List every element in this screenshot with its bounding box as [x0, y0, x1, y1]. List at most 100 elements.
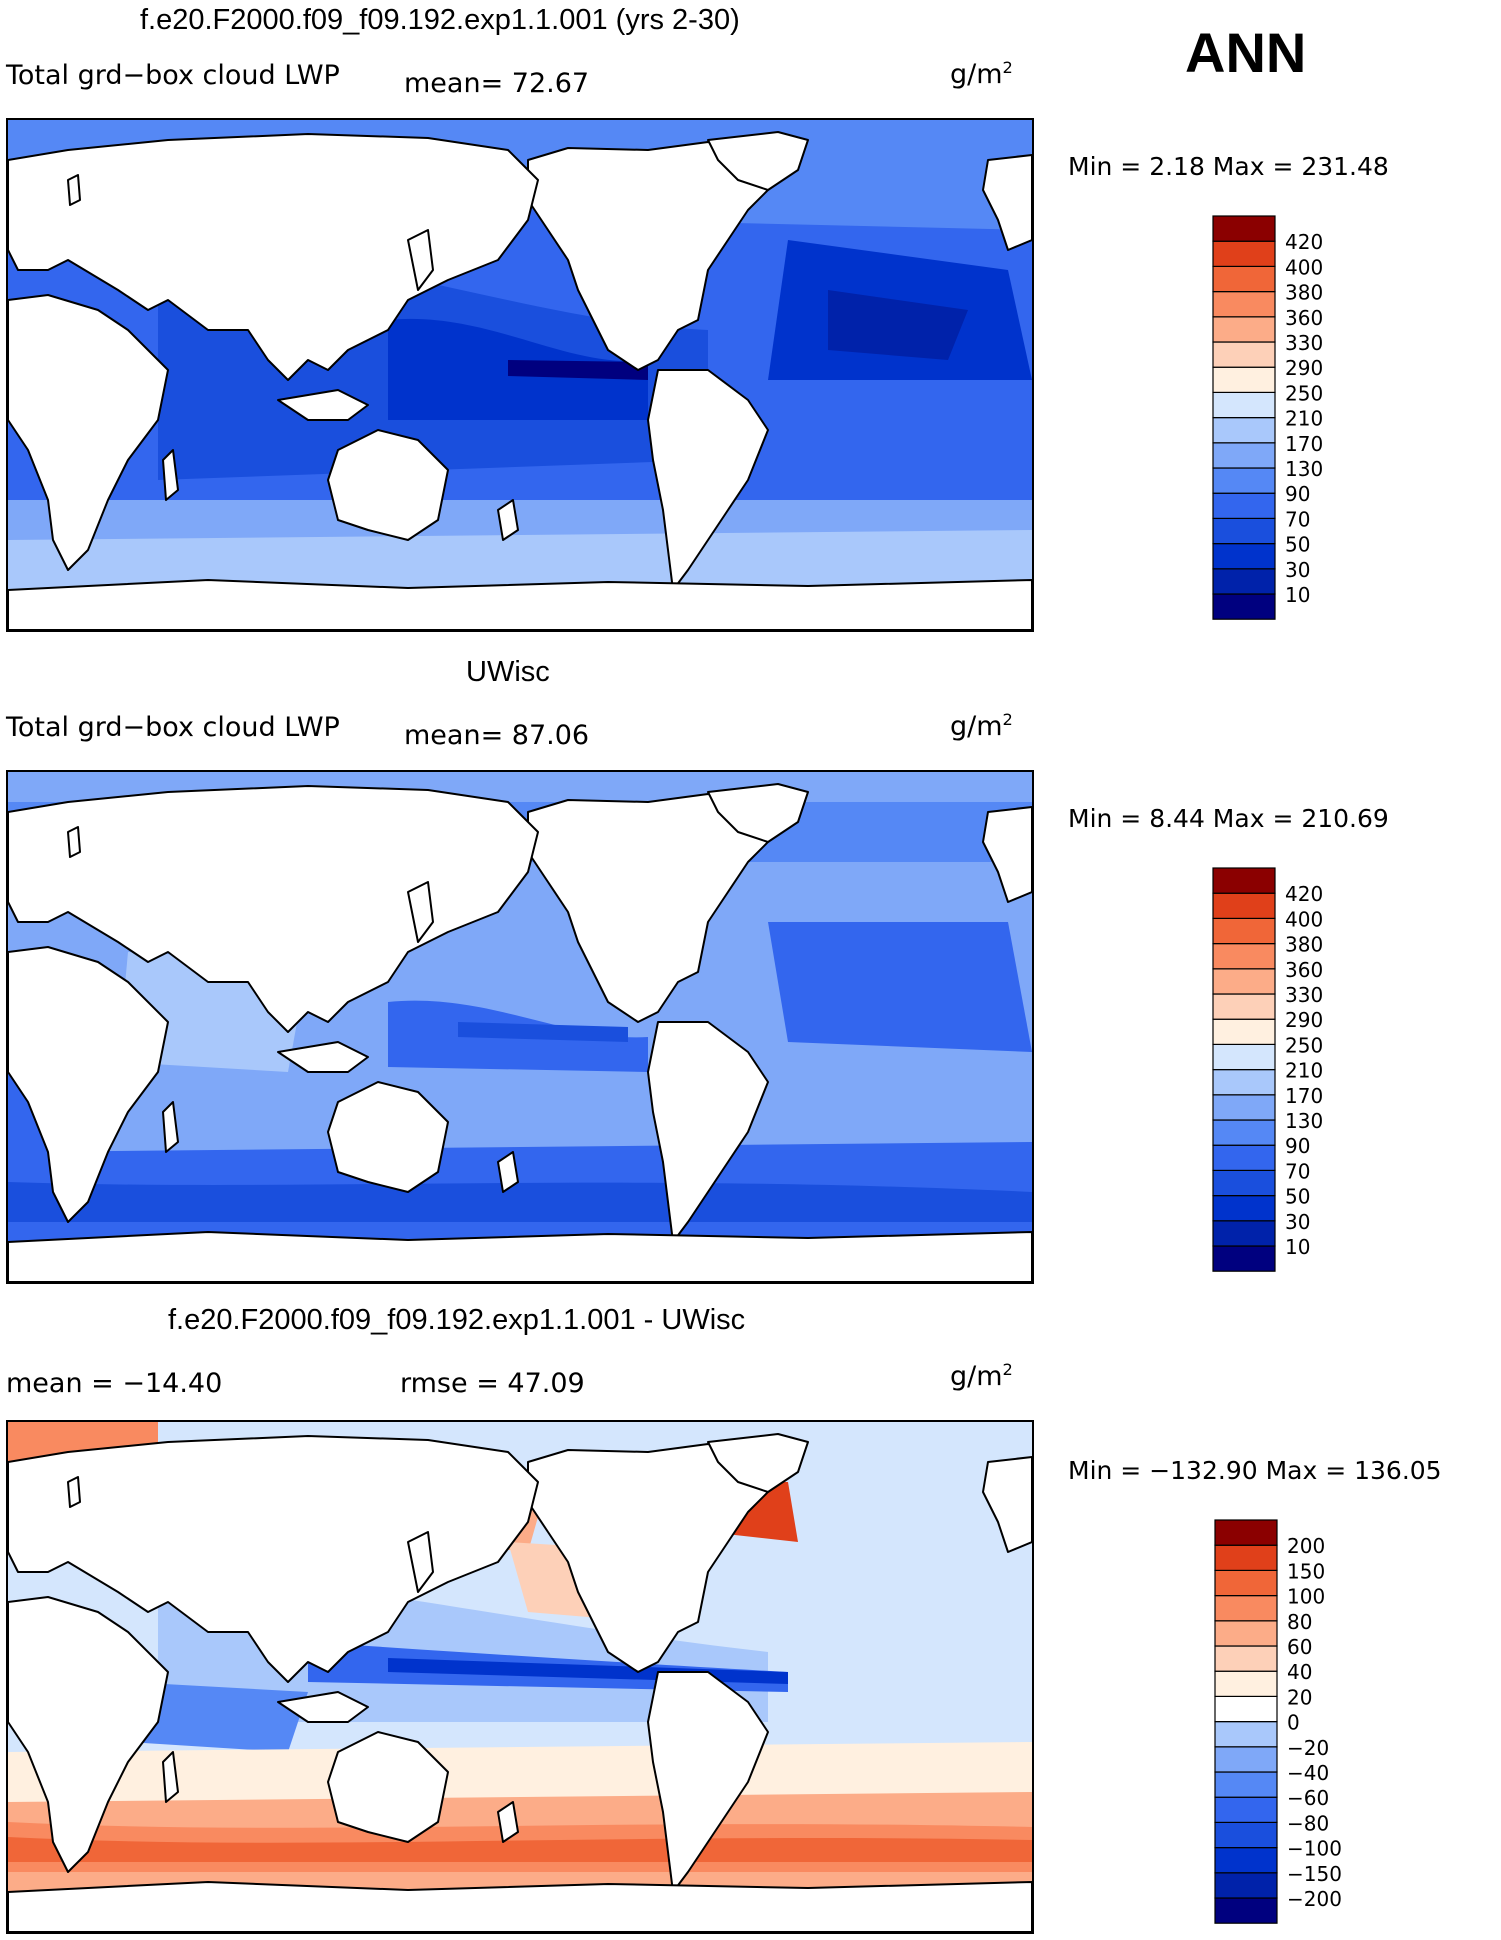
- colorbar-box: [1214, 1847, 1278, 1874]
- panel-1-variable: Total grd−box cloud LWP: [6, 60, 340, 91]
- colorbar-box: [1214, 1620, 1278, 1647]
- colorbar-tick-label: 170: [1285, 432, 1323, 456]
- panel-3-minmax: Min = −132.90 Max = 136.05: [1068, 1456, 1442, 1485]
- colorbar-box: [1212, 1018, 1276, 1045]
- colorbar-box: [1214, 1519, 1278, 1546]
- colorbar-tick-label: 10: [1285, 1235, 1310, 1259]
- colorbar-tick-label: 60: [1287, 1635, 1312, 1659]
- colorbar-box: [1214, 1670, 1278, 1697]
- landmass-antarctica: [8, 1231, 1032, 1282]
- colorbar-tick-label: 400: [1285, 255, 1323, 279]
- colorbar-box: [1212, 968, 1276, 995]
- colorbar-box: [1212, 391, 1276, 419]
- landmass-africa: [8, 294, 169, 571]
- colorbar-box: [1212, 593, 1276, 620]
- panel-3-title: f.e20.F2000.f09_f09.192.exp1.1.001 - UWi…: [168, 1304, 746, 1336]
- landmass-eur_east: [982, 1456, 1032, 1553]
- colorbar-box: [1212, 442, 1276, 469]
- landmass-greenland: [707, 1433, 809, 1493]
- continents: [8, 783, 1032, 1282]
- colorbar-tick-label: 50: [1285, 533, 1310, 557]
- colorbar-box: [1212, 467, 1276, 494]
- colorbar-tick-label: 100: [1287, 1585, 1325, 1609]
- colorbar-box: [1212, 316, 1276, 343]
- colorbar-box: [1214, 1721, 1278, 1748]
- field-contour-band: [458, 1022, 628, 1042]
- panel-2-variable: Total grd−box cloud LWP: [6, 712, 340, 743]
- colorbar-box: [1212, 265, 1276, 293]
- panel-1-map: [6, 118, 1034, 632]
- landmass-uk: [67, 1476, 81, 1508]
- colorbar-box: [1212, 1144, 1276, 1172]
- landmass-uk: [67, 826, 81, 858]
- landmass-nz: [497, 1801, 519, 1843]
- landmass-africa: [8, 1596, 169, 1873]
- panel-1-minmax: Min = 2.18 Max = 231.48: [1068, 152, 1389, 181]
- colorbar-tick-label: 250: [1285, 1033, 1323, 1057]
- panel-3-mean: mean = −14.40: [6, 1368, 223, 1399]
- field-contour-band: [508, 360, 648, 380]
- panel-1-colorbar: 10 30 50 70 90 130 170 210 250 290 330 360 380 400 420: [1210, 215, 1350, 622]
- landmass-eurasia: [8, 1435, 539, 1683]
- colorbar-box: [1212, 1094, 1276, 1121]
- panel-1-map-plot: [8, 120, 1032, 630]
- colorbar-tick-label: 40: [1287, 1660, 1312, 1684]
- field-contour-band: [128, 1682, 308, 1752]
- colorbar-box: [1214, 1897, 1278, 1924]
- colorbar-box: [1214, 1645, 1278, 1672]
- colorbar-box: [1212, 366, 1276, 393]
- colorbar-box: [1212, 1069, 1276, 1096]
- colorbar-box: [1214, 1746, 1278, 1773]
- colorbar-box: [1212, 492, 1276, 520]
- panel-1-mean: mean= 72.67: [404, 68, 590, 99]
- colorbar-tick-label: 70: [1285, 507, 1310, 531]
- colorbar-tick-label: 420: [1285, 882, 1323, 906]
- colorbar-tick-label: 200: [1287, 1534, 1325, 1558]
- colorbar-tick-label: 10: [1285, 583, 1310, 607]
- season-label: ANN: [1185, 21, 1307, 84]
- landmass-eurasia: [8, 785, 539, 1033]
- colorbar-tick-label: 130: [1285, 457, 1323, 481]
- colorbar-box: [1214, 1569, 1278, 1597]
- colorbar-tick-label: 290: [1285, 356, 1323, 380]
- colorbar-tick-label: −100: [1287, 1837, 1342, 1861]
- landmass-indonesia: [277, 1691, 369, 1723]
- colorbar-tick-label: −20: [1287, 1736, 1329, 1760]
- panel-2-minmax: Min = 8.44 Max = 210.69: [1068, 804, 1389, 833]
- field-contour-band: [8, 530, 1032, 595]
- colorbar-tick-label: 210: [1285, 407, 1323, 431]
- colorbar-box: [1212, 543, 1276, 570]
- field-contour-band: [8, 1837, 1032, 1862]
- colorbar-box: [1212, 1169, 1276, 1197]
- colorbar-tick-label: 420: [1285, 230, 1323, 254]
- colorbar-box: [1214, 1872, 1278, 1899]
- colorbar-tick-label: 380: [1285, 281, 1323, 305]
- colorbar-tick-label: 170: [1285, 1084, 1323, 1108]
- colorbar-box: [1212, 1245, 1276, 1272]
- colorbar-tick-label: −200: [1287, 1887, 1342, 1911]
- colorbar-tick-label: 360: [1285, 958, 1323, 982]
- panel-2-colorbar: 10 30 50 70 90 130 170 210 250 290 330 360 380 400 420: [1210, 867, 1350, 1274]
- field-contour-band: [828, 290, 968, 360]
- panel-1-units: g/m2: [950, 58, 1013, 90]
- landmass-eur_east: [982, 806, 1032, 903]
- colorbar-box: [1214, 1821, 1278, 1849]
- landmass-samerica: [647, 1671, 769, 1893]
- landmass-japan: [407, 229, 434, 291]
- colorbar-tick-label: −60: [1287, 1786, 1329, 1810]
- landmass-nz: [497, 499, 519, 541]
- colorbar-box: [1212, 1043, 1276, 1071]
- colorbar-box: [1212, 290, 1276, 318]
- colorbar-tick-label: 360: [1285, 306, 1323, 330]
- landmass-madagascar: [162, 1101, 179, 1153]
- colorbar-box: [1212, 993, 1276, 1020]
- landmass-australia: [327, 1731, 449, 1843]
- colorbar-tick-label: 150: [1287, 1559, 1325, 1583]
- colorbar-box: [1214, 1796, 1278, 1824]
- continents: [8, 1433, 1032, 1932]
- panel-3-map: [6, 1420, 1034, 1934]
- panel-3-rmse: rmse = 47.09: [400, 1368, 585, 1399]
- colorbar-tick-label: 70: [1285, 1159, 1310, 1183]
- landmass-eurasia: [8, 133, 539, 381]
- landmass-australia: [327, 1081, 449, 1193]
